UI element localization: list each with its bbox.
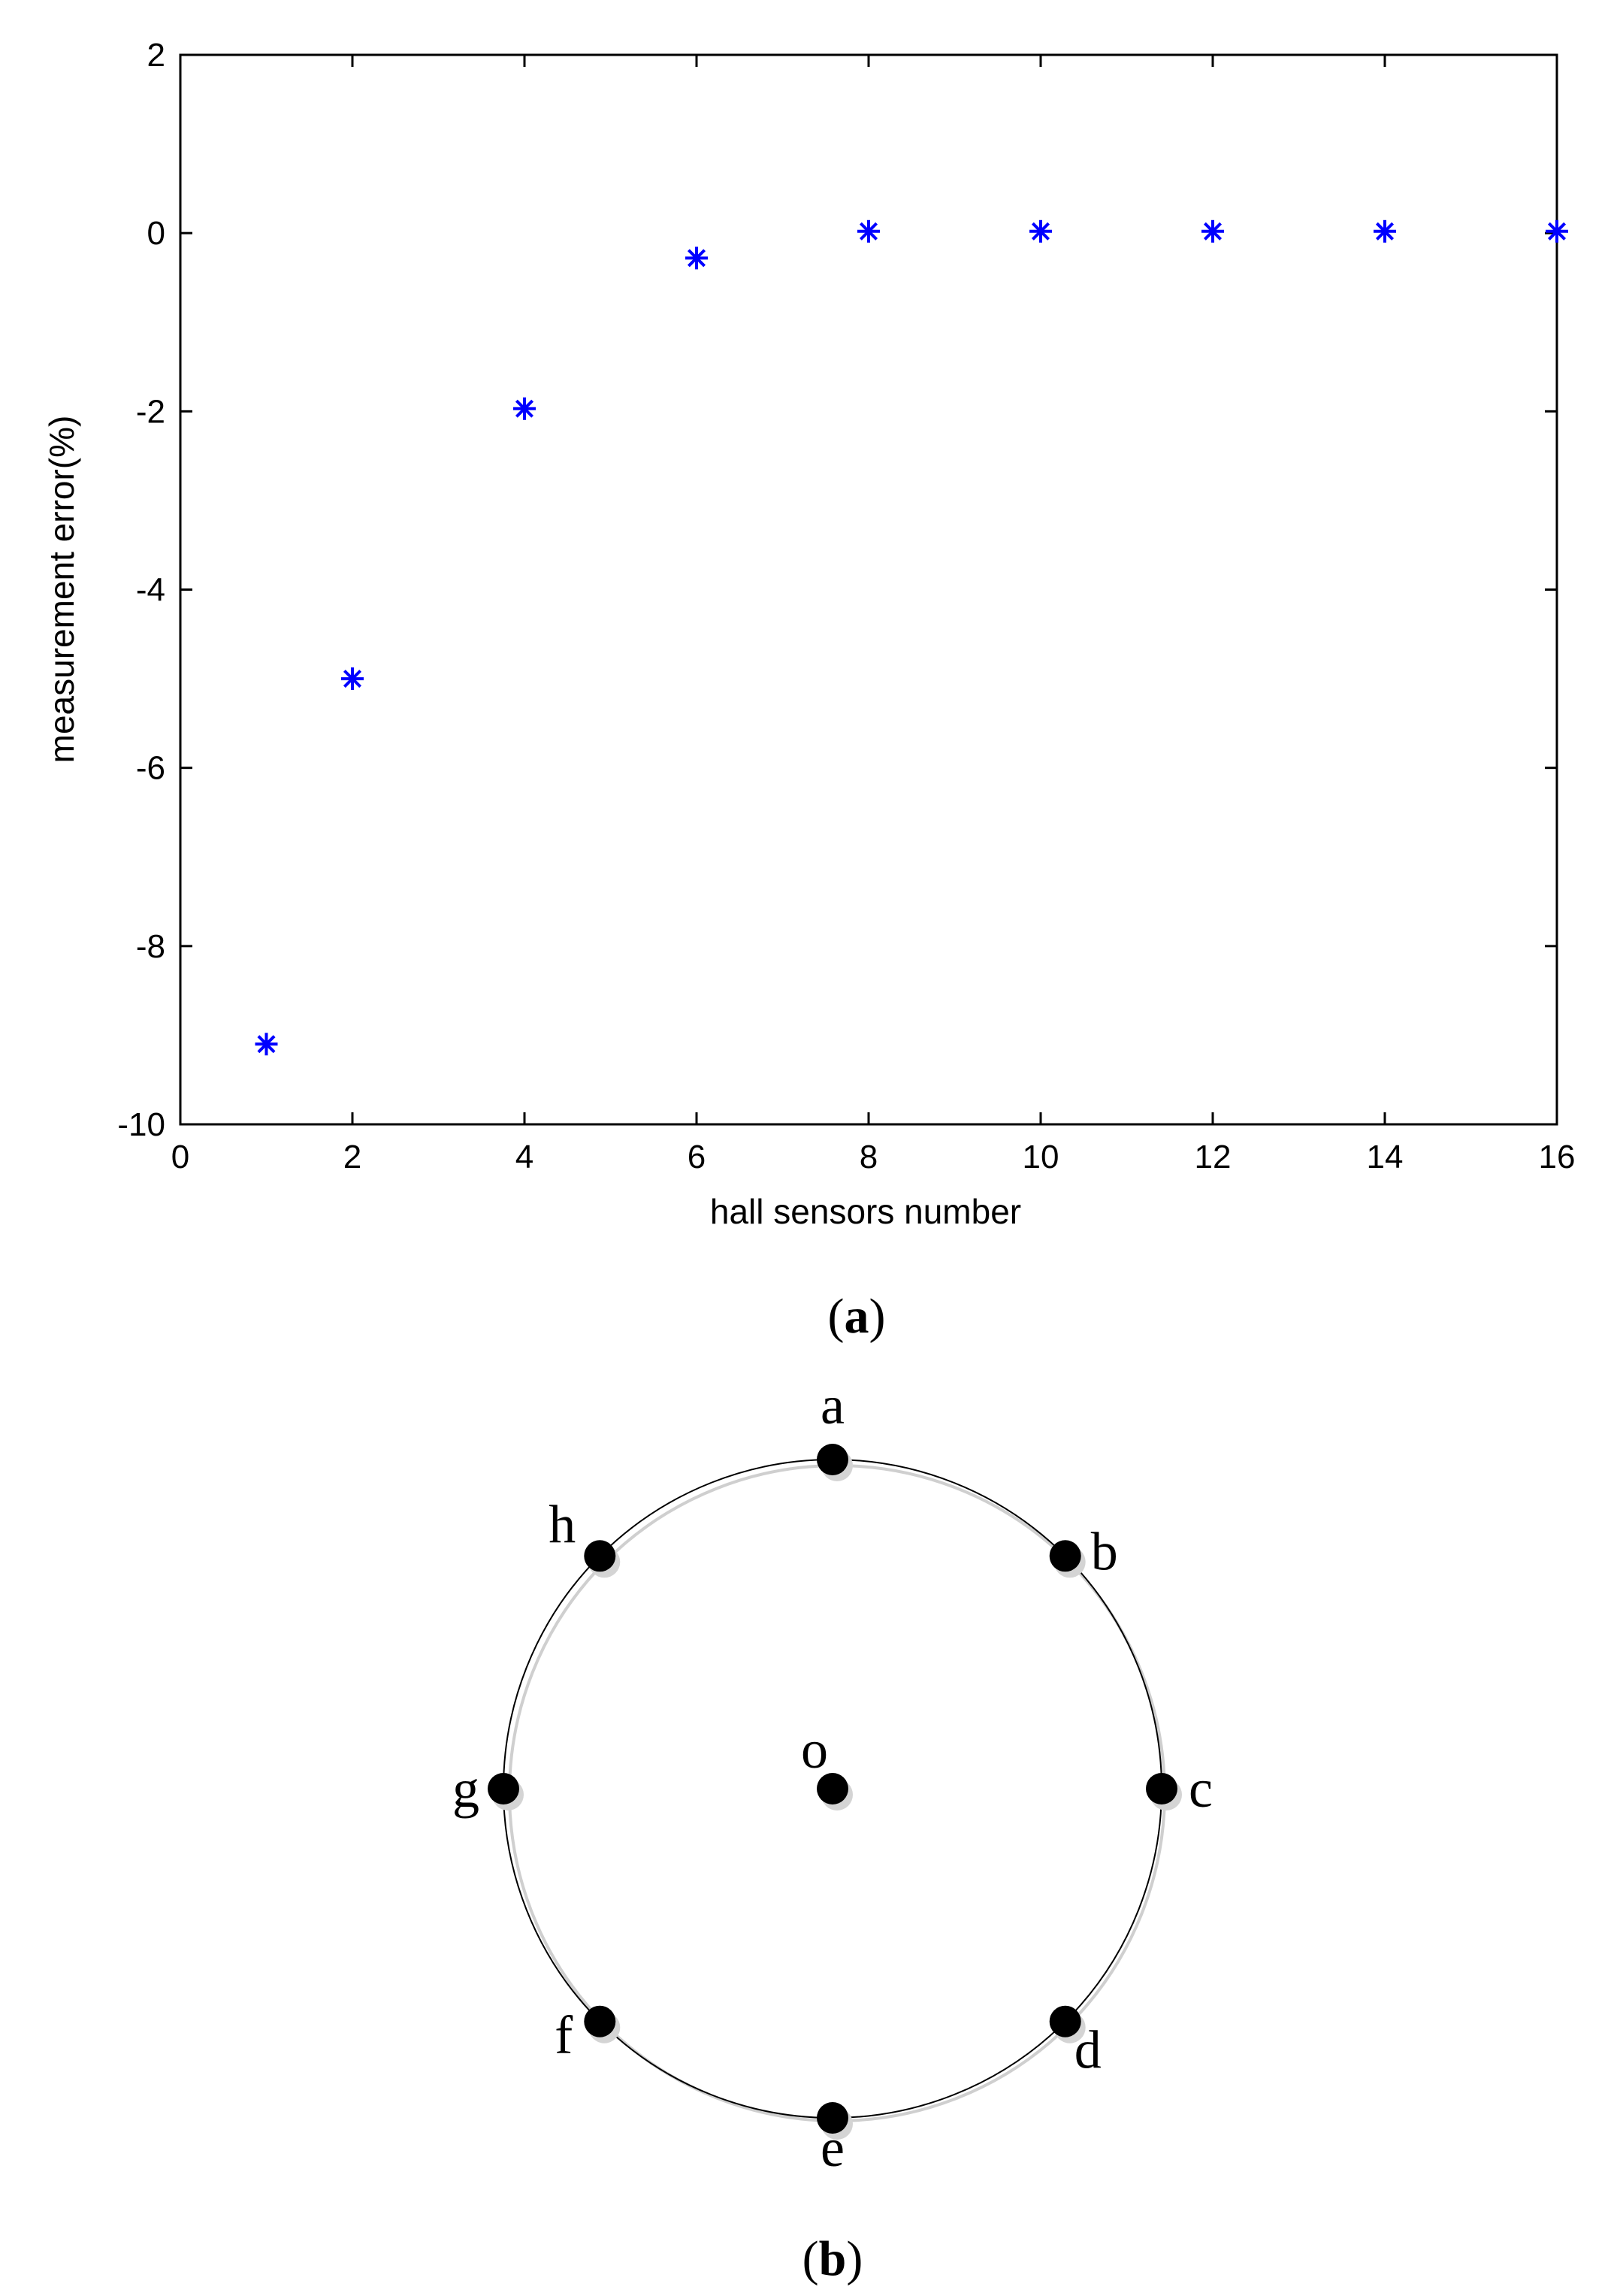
y-tick-label: 2 (147, 37, 165, 74)
sensor-node-g-label: g (452, 1759, 479, 1819)
data-points (255, 219, 1568, 1056)
x-tick-label: 10 (1023, 1139, 1059, 1175)
x-tick-label: 2 (343, 1139, 361, 1175)
caption-b: (b) (802, 2231, 863, 2286)
sensor-node-b-label: b (1091, 1521, 1118, 1581)
data-point (857, 219, 880, 243)
x-tick-label: 8 (860, 1139, 878, 1175)
sensor-node-e-dot (817, 2102, 848, 2134)
sensor-node-h-dot (584, 1540, 616, 1572)
x-tick-label: 6 (688, 1139, 706, 1175)
measurement-error-chart: 0 2 4 6 8 10 12 14 16 2 0 -2 -4 -6 -8 -10 hall sensors… (42, 37, 1575, 1231)
plot-frame (179, 53, 1558, 1126)
data-point (1029, 219, 1052, 243)
y-tick-label: -2 (136, 393, 165, 430)
sensor-node-a-label: a (821, 1375, 845, 1435)
sensor-node-b-dot (1049, 1540, 1081, 1572)
sensor-node-d-label: d (1074, 2020, 1102, 2080)
x-tick-label: 4 (515, 1139, 533, 1175)
data-point (513, 397, 536, 420)
y-tick-label: -4 (136, 572, 165, 609)
data-point (1546, 219, 1568, 243)
x-tick-label: 0 (171, 1139, 189, 1175)
y-tick-label: -10 (117, 1106, 165, 1143)
sensor-nodes: a b c d e f g h o (452, 1375, 1213, 2178)
data-point (341, 667, 364, 691)
caption-a: (a) (828, 1289, 886, 1344)
x-tick-label: 12 (1195, 1139, 1232, 1175)
y-axis-label: measurement error(%) (42, 416, 81, 764)
sensor-node-c-label: c (1189, 1759, 1213, 1819)
sensor-node-g-dot (488, 1773, 519, 1804)
y-tick-label: -6 (136, 750, 165, 787)
data-point (1201, 219, 1224, 243)
sensor-node-f-label: f (555, 2005, 573, 2065)
x-tick-label: 16 (1539, 1139, 1576, 1175)
data-point (255, 1033, 278, 1056)
sensor-node-h-label: h (549, 1494, 576, 1554)
sensor-layout-diagram: a b c d e f g h o (452, 1375, 1213, 2178)
y-tick-label: -8 (136, 928, 165, 965)
sensor-node-e-label: e (821, 2118, 845, 2178)
x-axis-ticks: 0 2 4 6 8 10 12 14 16 (171, 55, 1576, 1175)
center-node-label: o (801, 1720, 828, 1780)
sensor-node-d-dot (1049, 2005, 1081, 2037)
sensor-node-a-dot (817, 1444, 848, 1475)
x-tick-label: 14 (1367, 1139, 1404, 1175)
data-point (685, 247, 708, 270)
sensor-node-f-dot (584, 2005, 616, 2037)
sensor-node-c-dot (1146, 1773, 1177, 1804)
y-tick-label: 0 (147, 215, 165, 252)
x-axis-label: hall sensors number (710, 1192, 1021, 1231)
y-axis-ticks: 2 0 -2 -4 -6 -8 -10 (117, 37, 1557, 1143)
center-node-dot (817, 1773, 848, 1804)
data-point (1374, 219, 1396, 243)
